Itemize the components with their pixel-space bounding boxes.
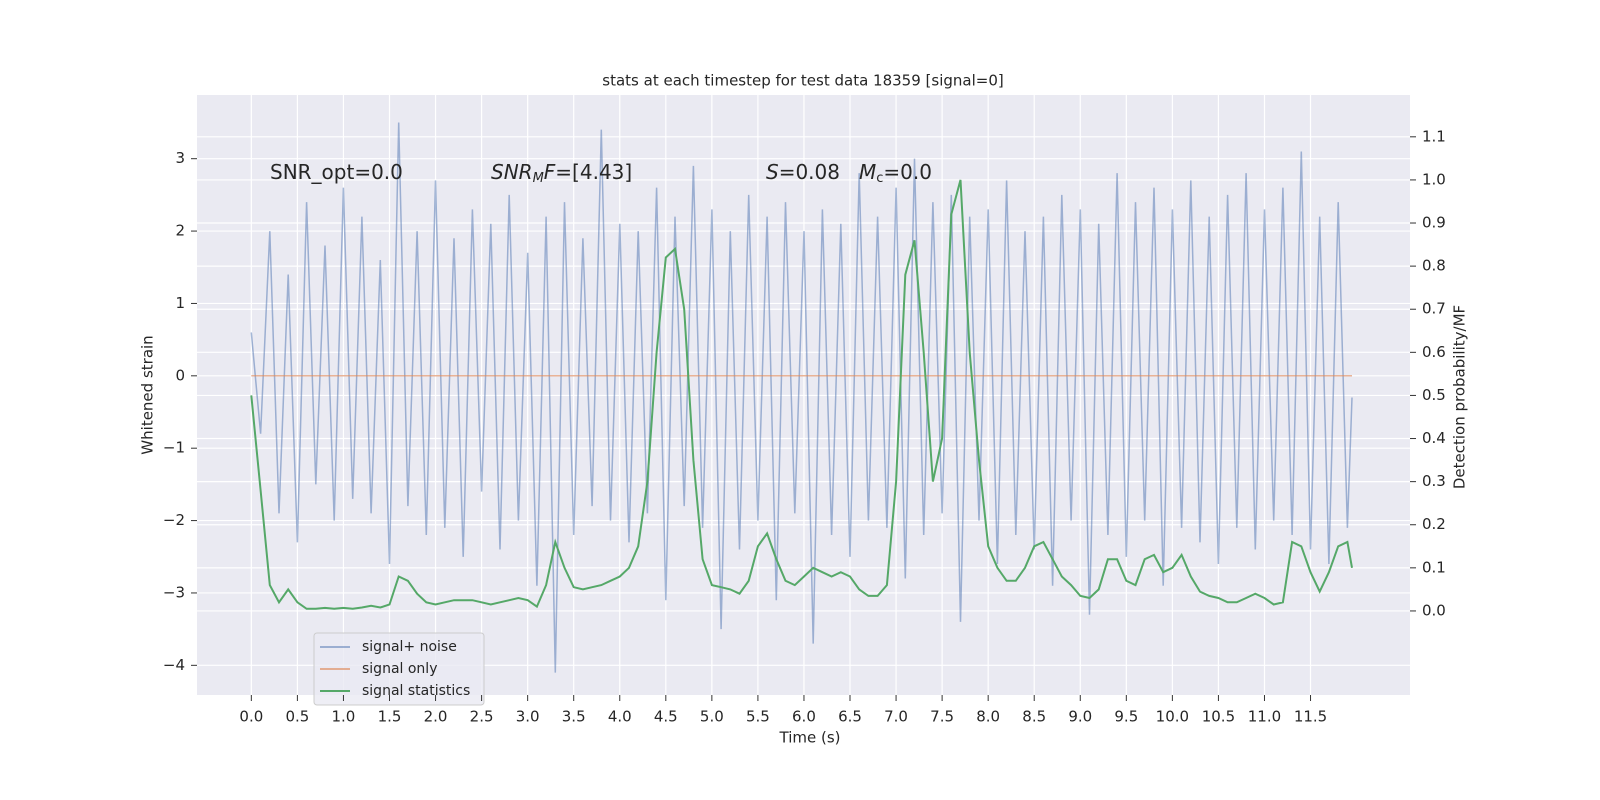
x-tick-label: 7.5 <box>930 708 954 726</box>
x-tick-label: 1.0 <box>332 708 356 726</box>
y2-tick-label: 0.7 <box>1422 300 1446 318</box>
x-tick-label: 9.0 <box>1068 708 1092 726</box>
x-tick-label: 4.0 <box>608 708 632 726</box>
y2-tick-label: 0.3 <box>1422 472 1446 490</box>
x-tick-label: 4.5 <box>654 708 678 726</box>
x-tick-label: 5.5 <box>746 708 770 726</box>
x-tick-label: 7.0 <box>884 708 908 726</box>
y2-tick-label: 0.5 <box>1422 386 1446 404</box>
annotation: SNR_opt=0.0 <box>270 160 403 184</box>
y2-tick-label: 0.1 <box>1422 558 1446 576</box>
y2-tick-label: 0.9 <box>1422 214 1446 232</box>
x-tick-label: 8.0 <box>976 708 1000 726</box>
annotation-text: =0.08 <box>779 160 840 184</box>
x-axis-label: Time (s) <box>779 729 841 747</box>
annotation: SNRMF=[4.43] <box>491 160 632 186</box>
y-tick-label: 2 <box>175 222 185 240</box>
x-tick-label: 9.5 <box>1114 708 1138 726</box>
legend-label: signal+ noise <box>362 639 457 655</box>
y2-axis-label: Detection probability/MF <box>1451 305 1469 489</box>
annotation: S=0.08 <box>766 160 840 184</box>
annotation-subscript: c <box>876 171 883 186</box>
x-tick-label: 11.5 <box>1294 708 1327 726</box>
x-tick-label: 11.0 <box>1248 708 1281 726</box>
y2-tick-label: 0.6 <box>1422 343 1446 361</box>
legend-label: signal only <box>362 661 437 677</box>
y2-tick-label: 0.0 <box>1422 601 1446 619</box>
y-tick-label: −1 <box>163 439 185 457</box>
annotation-text: SNR_opt=0.0 <box>270 160 403 184</box>
legend: signal+ noise signal only signal statistic… <box>313 632 485 706</box>
x-tick-label: 3.5 <box>562 708 586 726</box>
y-axis-label: Whitened strain <box>139 335 157 454</box>
x-tick-label: 8.5 <box>1022 708 1046 726</box>
x-tick-label: 3.0 <box>516 708 540 726</box>
x-tick-label: 6.5 <box>838 708 862 726</box>
y2-tick-label: 0.8 <box>1422 257 1446 275</box>
x-tick-label: 10.0 <box>1156 708 1189 726</box>
series-line <box>250 122 1353 673</box>
x-tick-label: 0.0 <box>239 708 263 726</box>
x-tick-label: 6.0 <box>792 708 816 726</box>
y-tick-label: 3 <box>175 149 185 167</box>
annotation-text: SNR <box>491 160 533 184</box>
y2-tick-label: 0.4 <box>1422 429 1446 447</box>
x-tick-label: 0.5 <box>285 708 309 726</box>
x-tick-label: 1.5 <box>378 708 402 726</box>
x-tick-label: 5.0 <box>700 708 724 726</box>
chart-title: stats at each timestep for test data 183… <box>602 72 1003 90</box>
annotation-subscript: M <box>533 171 544 186</box>
y2-tick-label: 1.1 <box>1422 127 1446 145</box>
series-line <box>250 179 1353 610</box>
y-tick-label: 1 <box>175 294 185 312</box>
y2-tick-label: 0.2 <box>1422 515 1446 533</box>
x-tick-label: 10.5 <box>1202 708 1235 726</box>
y-tick-label: −2 <box>163 511 185 529</box>
annotation: Mc=0.0 <box>859 160 932 186</box>
legend-box <box>313 632 485 706</box>
annotation-text: =[4.43] <box>555 160 632 184</box>
annotation-text: F <box>544 160 556 184</box>
y-tick-label: −4 <box>163 656 185 674</box>
y-tick-label: −3 <box>163 583 185 601</box>
x-tick-label: 2.5 <box>470 708 494 726</box>
y2-tick-label: 1.0 <box>1422 170 1446 188</box>
x-tick-label: 2.0 <box>424 708 448 726</box>
y-tick-label: 0 <box>175 366 185 384</box>
marks <box>250 122 1353 673</box>
annotation-text: S <box>766 160 779 184</box>
annotation-text: M <box>859 160 876 184</box>
legend-label: signal statistics <box>362 683 470 699</box>
annotation-text: =0.0 <box>883 160 932 184</box>
